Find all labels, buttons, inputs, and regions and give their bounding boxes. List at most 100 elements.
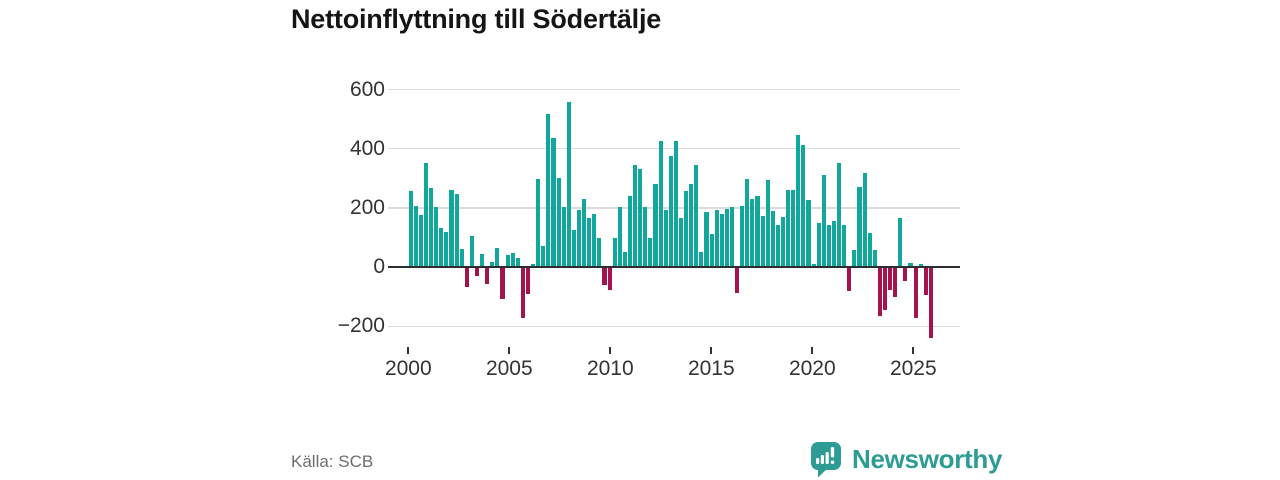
x-axis-label-2015: 2015 [687, 357, 735, 380]
y-axis-label-0: 0 [373, 255, 385, 278]
chart-bar-2004q3 [500, 267, 505, 300]
y-axis-label-400: 400 [349, 136, 385, 160]
chart-bar-2001q1 [429, 188, 434, 267]
chart-bar-2016q2 [740, 205, 745, 267]
chart-bar-2014q2 [699, 251, 704, 267]
chart-bar-2019q2 [801, 145, 806, 267]
chart-bar-2017q2 [760, 215, 765, 267]
chart-bar-2007q2 [556, 177, 561, 267]
chart-bar-2019q4 [811, 264, 816, 267]
x-axis-tick-2010 [609, 347, 612, 354]
x-axis-tick-2025 [912, 347, 915, 354]
source-note: Källa: SCB [291, 452, 374, 471]
chart-bar-2009q4 [607, 267, 612, 290]
chart-bar-2016q1 [735, 267, 740, 293]
chart-bar-2023q1 [877, 267, 882, 317]
chart-bar-2015q4 [729, 206, 735, 267]
chart-bar-2003q4 [485, 267, 490, 284]
brand: Newsworthy [810, 441, 1002, 478]
chart-bar-2006q2 [536, 179, 541, 267]
chart-bar-2020q4 [831, 220, 837, 267]
chart-bar-2023q2 [882, 267, 888, 311]
chart-bar-2012q2 [658, 140, 663, 267]
chart-bar-2002q2 [454, 193, 459, 267]
chart-bar-2020q3 [826, 224, 831, 267]
chart-bar-2005q4 [525, 267, 531, 294]
chart-bar-2004q4 [505, 254, 510, 267]
chart-bar-2024q3 [908, 262, 913, 267]
chart-bar-2015q1 [714, 210, 719, 267]
chart-bar-2021q1 [837, 162, 842, 267]
chart-bar-2003q1 [469, 236, 474, 267]
y-axis-label--200: −200 [337, 314, 385, 338]
chart-bar-2006q1 [531, 263, 536, 267]
chart-bar-2022q2 [862, 173, 867, 267]
chart-bar-2001q3 [439, 228, 444, 267]
chart-bar-2000q3 [418, 214, 423, 267]
chart-bar-2013q2 [678, 217, 684, 267]
chart-bar-2008q4 [587, 217, 592, 267]
chart-bar-2012q4 [668, 155, 673, 267]
gridline--200 [388, 325, 960, 327]
chart-bar-2004q2 [495, 247, 500, 267]
x-axis-label-2005: 2005 [485, 357, 533, 380]
chart-bar-2018q3 [786, 189, 791, 267]
chart-bar-2020q2 [821, 175, 826, 267]
chart-bar-2001q2 [434, 207, 439, 267]
chart-bar-2000q1 [408, 191, 413, 267]
brand-name: Newsworthy [852, 444, 1003, 474]
chart-bar-2014q4 [709, 233, 714, 267]
x-axis-tick-2015 [710, 347, 713, 354]
chart-bar-2001q4 [444, 231, 449, 267]
chart-bar-2024q2 [903, 267, 908, 281]
chart-bar-2002q4 [464, 267, 469, 287]
chart-bar-2015q3 [724, 209, 729, 267]
chart-bar-2021q2 [842, 224, 847, 267]
gridline-600 [388, 89, 960, 91]
chart-bar-2010q3 [622, 252, 627, 267]
chart-bar-2018q1 [775, 224, 780, 267]
x-axis-label-2025: 2025 [889, 357, 937, 380]
chart-bar-2014q3 [704, 211, 709, 267]
chart-bar-2020q1 [816, 223, 821, 267]
chart-bar-2024q1 [898, 217, 903, 267]
chart-bar-2005q3 [520, 267, 525, 319]
chart-bar-2018q4 [791, 190, 796, 267]
chart-bar-2007q4 [566, 102, 571, 267]
chart-bar-2014q1 [694, 164, 699, 267]
chart-bar-2011q4 [648, 238, 653, 267]
chart-bar-2016q3 [745, 179, 750, 267]
chart-bar-2010q4 [627, 196, 633, 267]
chart-bar-2011q3 [643, 207, 648, 267]
chart-bar-2009q3 [602, 267, 607, 286]
y-axis-label-200: 200 [349, 195, 385, 219]
x-axis-tick-2000 [407, 347, 410, 354]
chart-bar-2005q1 [510, 252, 515, 267]
chart-bar-2009q2 [597, 237, 602, 267]
chart-bar-2008q2 [576, 210, 582, 267]
chart-bar-2008q3 [582, 199, 587, 267]
chart-bar-2002q1 [449, 190, 454, 267]
chart-bar-2010q2 [617, 207, 622, 267]
chart-bar-2008q1 [571, 229, 576, 267]
chart-bar-2002q3 [459, 248, 464, 267]
chart-bar-2025q1 [918, 263, 923, 267]
chart-bar-2018q2 [780, 216, 786, 267]
x-axis-zero-line [388, 265, 960, 268]
chart-bar-2006q3 [541, 245, 546, 267]
chart-bar-2007q3 [561, 207, 566, 267]
chart-bar-2022q4 [872, 249, 877, 267]
chart-bar-2015q2 [719, 213, 724, 267]
chart-bar-2012q1 [653, 183, 658, 267]
x-axis-tick-2005 [508, 347, 511, 354]
chart-bar-2005q2 [515, 258, 520, 267]
chart-bar-2006q4 [546, 114, 551, 267]
x-axis-label-2020: 2020 [788, 357, 836, 380]
chart-bar-2013q4 [689, 183, 694, 267]
chart-bar-2000q4 [423, 163, 429, 267]
y-axis-label-600: 600 [349, 77, 385, 101]
chart-bar-2009q1 [592, 214, 597, 267]
chart-bar-2022q1 [857, 186, 862, 267]
